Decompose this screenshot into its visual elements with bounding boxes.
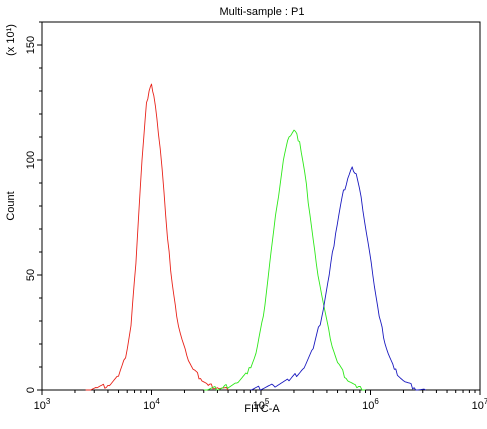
series-layer: [85, 83, 427, 391]
x-tick-label: 104: [143, 397, 160, 412]
x-tick-label: 107: [472, 397, 487, 412]
y-tick-label: 100: [25, 151, 37, 169]
x-axis-title: FITC-A: [244, 403, 280, 415]
chart-title: Multi-sample : P1: [220, 6, 305, 18]
histogram-series-line-3: [250, 166, 427, 391]
x-tick-label: 103: [34, 397, 51, 412]
histogram-series-line-2: [203, 129, 366, 391]
y-tick-label: 150: [25, 36, 37, 54]
x-tick-label: 105: [253, 397, 270, 412]
y-tick-label: 50: [25, 269, 37, 281]
y-axis-title: Count: [5, 191, 17, 220]
plot-frame: [41, 21, 481, 391]
y-axis-ticks: 0 50 100 150: [25, 21, 42, 393]
y-multiplier-label: (x 10¹): [5, 24, 17, 56]
x-tick-label: 106: [362, 397, 379, 412]
y-tick-label: 0: [25, 387, 37, 393]
x-axis-ticks: 103 104 105 106 107: [34, 390, 487, 412]
histogram-series-line-1: [85, 83, 229, 391]
